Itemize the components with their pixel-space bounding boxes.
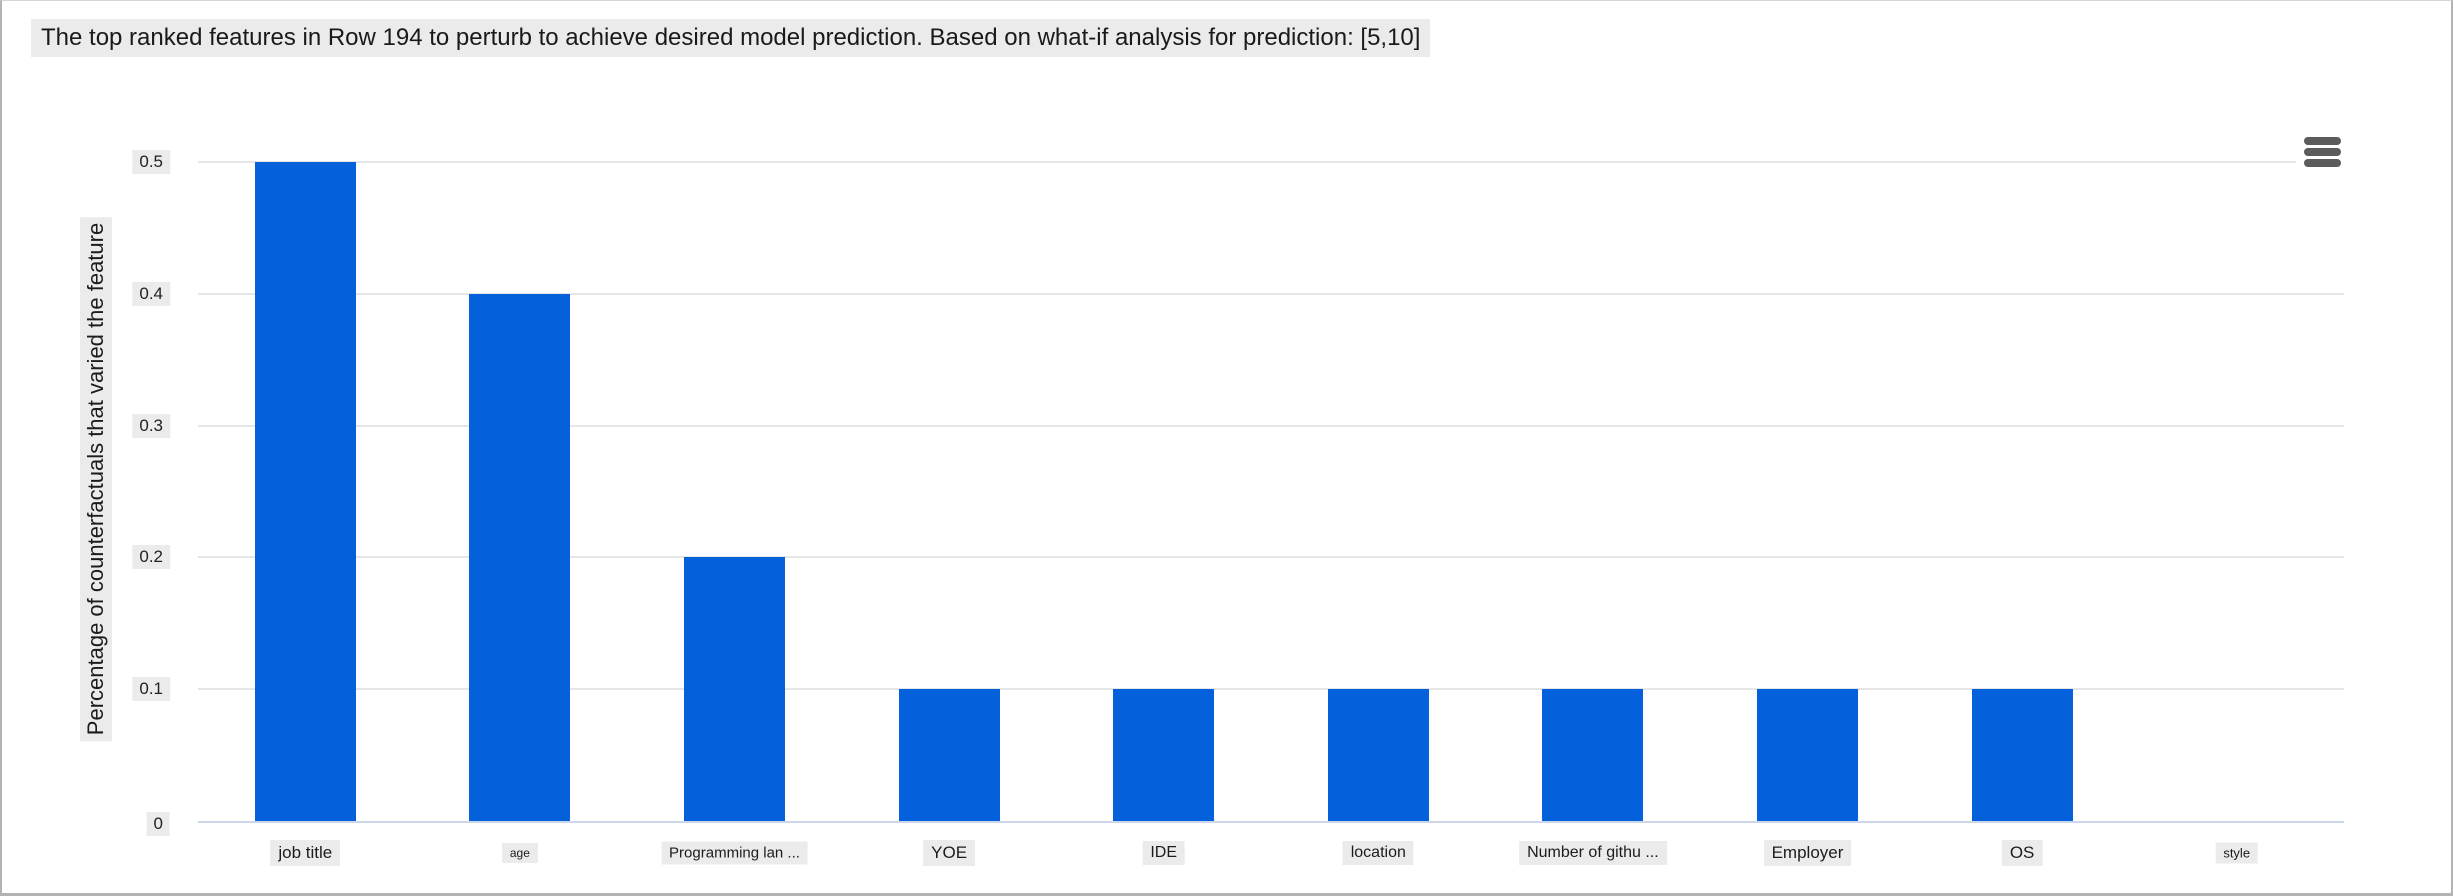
chart-title: The top ranked features in Row 194 to pe…: [31, 19, 1431, 57]
y-tick-label: 0.3: [132, 413, 170, 438]
bar-age[interactable]: [469, 293, 571, 821]
bar-yoe[interactable]: [898, 689, 1000, 821]
gridline: [198, 161, 2344, 163]
x-tick-label: Number of githu ...: [1519, 841, 1667, 865]
gridline: [198, 556, 2344, 559]
y-axis-title: Percentage of counterfactuals that varie…: [80, 216, 112, 742]
x-axis-line: [198, 821, 2344, 823]
y-tick-label: 0.5: [132, 150, 170, 174]
y-tick-label: 0.4: [132, 281, 170, 306]
x-tick-label: job title: [270, 840, 341, 866]
x-tick-label: age: [501, 843, 538, 863]
gridline: [198, 424, 2344, 427]
gridline: [198, 688, 2344, 691]
x-tick-label: style: [2215, 842, 2259, 864]
bar-os[interactable]: [1971, 689, 2073, 821]
y-tick-label: 0.2: [132, 545, 170, 570]
bar-job-title[interactable]: [254, 162, 356, 821]
chart-context-menu-button[interactable]: [2296, 129, 2348, 175]
bar-programming-lan[interactable]: [684, 557, 785, 821]
bar-number-of-githu[interactable]: [1542, 689, 1644, 821]
x-tick-label: YOE: [923, 840, 976, 866]
bar-employer[interactable]: [1757, 689, 1858, 821]
bar-location[interactable]: [1327, 689, 1429, 821]
x-tick-label: OS: [2001, 840, 2043, 866]
y-tick-label: 0: [146, 812, 170, 836]
x-tick-label: Employer: [1763, 840, 1852, 866]
x-tick-label: IDE: [1142, 841, 1186, 865]
x-tick-label: Programming lan ...: [661, 841, 808, 865]
bar-ide[interactable]: [1113, 689, 1215, 821]
y-tick-label: 0.1: [132, 677, 170, 702]
hamburger-menu-icon: [2303, 137, 2341, 145]
gridline: [198, 292, 2344, 295]
x-tick-label: location: [1342, 841, 1414, 865]
